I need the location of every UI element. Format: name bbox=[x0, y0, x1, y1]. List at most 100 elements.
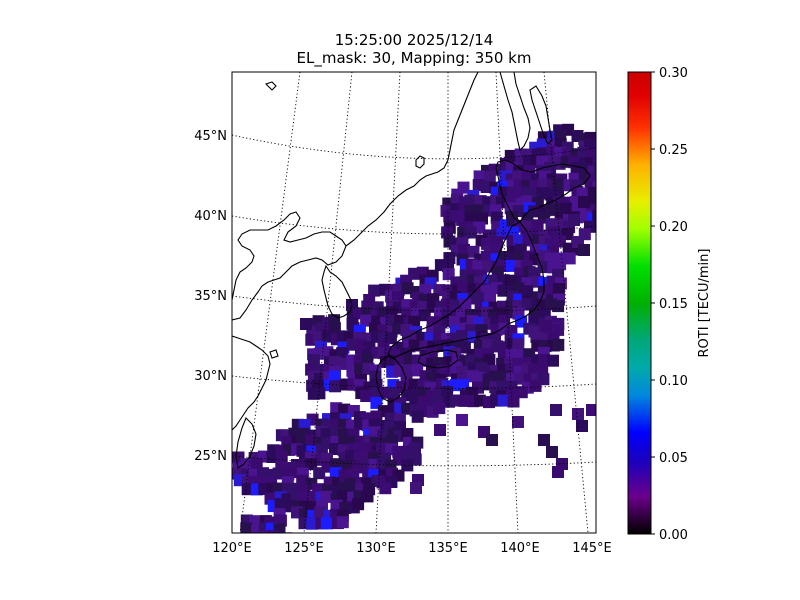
roti-cell bbox=[587, 212, 596, 225]
roti-cell bbox=[506, 235, 519, 247]
roti-cell bbox=[578, 244, 590, 256]
roti-cell bbox=[272, 467, 285, 480]
roti-cell bbox=[552, 466, 564, 478]
roti-cell bbox=[586, 404, 596, 416]
roti-cell bbox=[547, 354, 559, 367]
roti-cell bbox=[464, 194, 477, 207]
roti-cell bbox=[512, 338, 525, 351]
roti-cell bbox=[568, 214, 580, 226]
roti-cell bbox=[401, 459, 414, 472]
roti-cell bbox=[459, 298, 472, 311]
map-border bbox=[231, 71, 597, 534]
roti-cell bbox=[329, 380, 342, 393]
roti-cell bbox=[360, 390, 373, 402]
roti-cell bbox=[267, 500, 280, 513]
roti-cell bbox=[540, 320, 552, 332]
lon-tick-130: 130°E bbox=[356, 541, 396, 556]
roti-cell bbox=[410, 482, 422, 494]
roti-cell bbox=[512, 416, 524, 428]
graticule bbox=[232, 72, 596, 533]
roti-cell bbox=[320, 490, 333, 503]
roti-cell bbox=[552, 283, 565, 296]
roti-cell bbox=[320, 517, 333, 530]
roti-cell bbox=[513, 234, 526, 247]
lon-tick-135: 135°E bbox=[428, 541, 468, 556]
roti-cell bbox=[379, 482, 392, 495]
roti-cell bbox=[538, 434, 550, 446]
roti-cell bbox=[584, 138, 596, 151]
roti-cell bbox=[506, 218, 519, 231]
roti-cell bbox=[258, 522, 271, 533]
roti-cell bbox=[249, 515, 262, 528]
lat-tick-25: 25°N bbox=[194, 449, 227, 464]
colorbar bbox=[627, 71, 652, 535]
roti-cell bbox=[480, 250, 493, 263]
roti-cell bbox=[352, 498, 365, 511]
roti-cell bbox=[594, 139, 596, 152]
roti-cell bbox=[251, 524, 264, 533]
lat-tick-40: 40°N bbox=[194, 209, 227, 224]
roti-cell bbox=[307, 354, 320, 367]
roti-cell bbox=[265, 522, 278, 533]
coastlines bbox=[232, 72, 591, 469]
roti-cell bbox=[425, 347, 438, 360]
cbar-tick-3: 0.15 bbox=[659, 297, 688, 312]
roti-cell bbox=[336, 516, 349, 529]
roti-cell bbox=[241, 483, 254, 496]
roti-cell bbox=[411, 410, 424, 423]
roti-cell bbox=[554, 258, 567, 271]
roti-cell bbox=[483, 170, 496, 183]
roti-cell bbox=[313, 467, 326, 480]
roti-cell bbox=[240, 522, 253, 533]
roti-cell bbox=[552, 300, 565, 313]
roti-cell bbox=[552, 338, 565, 351]
colorbar-tick-labels: 0.00 0.05 0.10 0.15 0.20 0.25 0.30 bbox=[659, 66, 688, 543]
lon-tick-125: 125°E bbox=[284, 541, 324, 556]
roti-cell bbox=[434, 424, 446, 436]
lat-tick-labels: 45°N 40°N 35°N 30°N 25°N bbox=[194, 129, 227, 464]
roti-cells bbox=[232, 123, 596, 533]
roti-cell bbox=[506, 245, 519, 258]
roti-cell bbox=[456, 414, 468, 426]
roti-cell bbox=[595, 188, 596, 201]
colorbar-label: ROTI [TECU/min] bbox=[697, 249, 712, 358]
roti-cell bbox=[313, 506, 326, 519]
roti-cell bbox=[563, 252, 576, 265]
lon-tick-145: 145°E bbox=[572, 541, 612, 556]
roti-cell bbox=[490, 211, 503, 224]
roti-cell bbox=[296, 434, 308, 447]
roti-cell bbox=[592, 210, 596, 222]
roti-cell bbox=[587, 173, 596, 186]
roti-cell bbox=[458, 243, 470, 256]
roti-cell bbox=[584, 131, 596, 144]
map-title-line2: EL_mask: 30, Mapping: 350 km bbox=[296, 49, 532, 67]
roti-cell bbox=[507, 395, 520, 408]
roti-cell bbox=[595, 173, 596, 186]
roti-cell bbox=[587, 165, 596, 178]
lon-tick-120: 120°E bbox=[212, 541, 252, 556]
roti-cell bbox=[486, 434, 498, 446]
roti-cell bbox=[587, 186, 596, 199]
roti-cell bbox=[300, 318, 312, 330]
roti-cell bbox=[441, 226, 454, 239]
roti-cell bbox=[560, 202, 572, 215]
roti-cell bbox=[531, 219, 544, 232]
cbar-tick-1: 0.05 bbox=[659, 451, 688, 466]
roti-cell bbox=[585, 149, 596, 162]
roti-cell bbox=[258, 530, 271, 533]
roti-cell bbox=[336, 490, 349, 503]
roti-cell bbox=[476, 212, 488, 225]
lat-tick-45: 45°N bbox=[194, 129, 227, 144]
roti-cell bbox=[433, 402, 446, 415]
roti-cell bbox=[482, 339, 495, 352]
roti-cell bbox=[441, 386, 454, 399]
roti-cell bbox=[593, 163, 596, 176]
roti-cell bbox=[464, 226, 477, 239]
lat-tick-35: 35°N bbox=[194, 289, 227, 304]
roti-cell bbox=[306, 517, 319, 530]
roti-cell bbox=[473, 394, 486, 407]
roti-cell bbox=[506, 291, 519, 303]
colorbar-ticks bbox=[651, 71, 655, 535]
cbar-tick-0: 0.00 bbox=[659, 528, 688, 543]
roti-cell bbox=[467, 245, 480, 258]
